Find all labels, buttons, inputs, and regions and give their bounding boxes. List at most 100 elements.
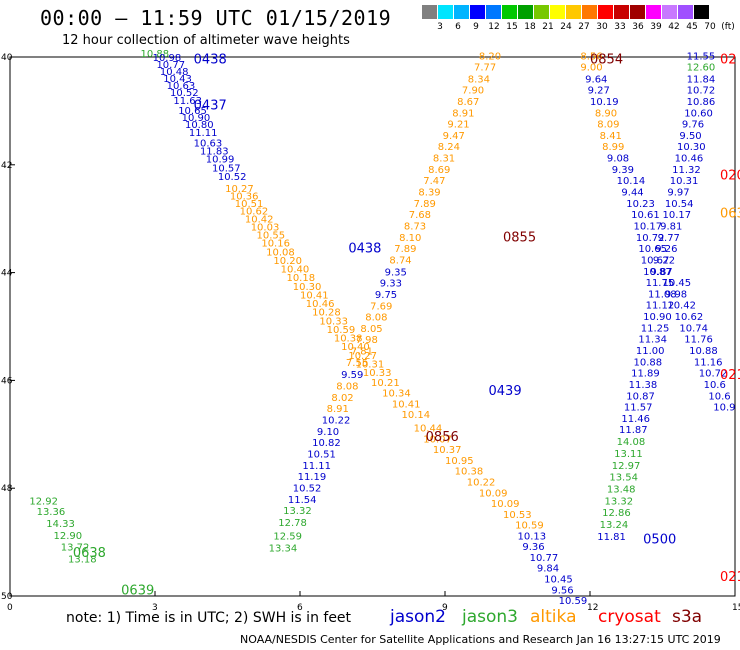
- colorbar-tick-label: 24: [560, 22, 572, 32]
- lon-tick-label: 3: [152, 603, 158, 613]
- wave-height-value: 11.87: [619, 425, 648, 436]
- wave-height-value: 7.55: [346, 358, 368, 369]
- colorbar-tick-label: 27: [578, 22, 590, 32]
- wave-height-value: 10.31: [670, 176, 699, 187]
- wave-height-value: 12.86: [602, 508, 631, 519]
- wave-height-value: 10.72: [699, 369, 728, 380]
- wave-height-value: 14.08: [617, 437, 646, 448]
- wave-height-value: 9.77: [658, 233, 680, 244]
- wave-height-value: 9.36: [522, 542, 544, 553]
- wave-height-value: 10.09: [479, 488, 508, 499]
- wave-height-value: 10.38: [455, 467, 484, 478]
- wave-height-value: 10.46: [306, 299, 335, 310]
- wave-height-value: 8.41: [600, 131, 622, 142]
- wave-height-value: 10.09: [491, 499, 520, 510]
- wave-height-value: 10.45: [663, 278, 692, 289]
- wave-height-value: 9.81: [660, 221, 682, 232]
- wave-height-value: 11.11: [189, 128, 218, 139]
- colorbar-swatch: [438, 5, 454, 19]
- colorbar-swatch: [454, 5, 470, 19]
- lon-tick-label: 9: [442, 603, 448, 613]
- lat-tick-label: 50: [1, 592, 13, 602]
- wave-height-value: 10.6: [704, 380, 726, 391]
- wave-height-value: 12.92: [29, 496, 58, 507]
- colorbar-swatch: [694, 5, 710, 19]
- pass-time-label: 0854: [590, 53, 623, 68]
- wave-height-value: 10.6: [708, 391, 730, 402]
- wave-height-value: 10.63: [194, 138, 223, 149]
- colorbar-tick-label: 45: [686, 22, 698, 32]
- wave-height-value: 8.73: [404, 221, 426, 232]
- wave-height-value: 10.14: [617, 176, 646, 187]
- pass-time-label: 0438: [194, 53, 227, 68]
- wave-height-value: 10.33: [319, 316, 348, 327]
- wave-height-value: 10.59: [515, 521, 544, 532]
- wave-height-value: 10.23: [626, 199, 655, 210]
- wave-height-value: 10.62: [240, 206, 269, 217]
- wave-height-value: 8.08: [365, 313, 387, 324]
- wave-height-value: 10.28: [312, 308, 341, 319]
- note-text: 1) Time is in UTC; 2) SWH is in feet: [102, 610, 352, 626]
- map-frame: [9, 56, 736, 597]
- wave-height-value: 10.77: [530, 553, 559, 564]
- wave-height-value: 10.65: [178, 106, 207, 117]
- wave-height-value: 10.59: [559, 596, 588, 607]
- wave-height-value: 10.22: [467, 478, 496, 489]
- wave-height-value: 7.90: [462, 86, 484, 97]
- wave-height-value: 11.81: [597, 532, 626, 543]
- wave-height-value: 10.21: [371, 378, 400, 389]
- wave-height-value: 10.45: [544, 575, 573, 586]
- wave-height-value: 11.57: [624, 403, 653, 414]
- wave-height-value: 9.76: [682, 120, 704, 131]
- wave-height-value: 8.69: [428, 165, 450, 176]
- wave-height-value: 10.33: [363, 368, 392, 379]
- wave-height-value: 9.98: [665, 289, 687, 300]
- wave-height-value: 10.55: [257, 231, 286, 242]
- legend-s3a: s3a: [672, 607, 703, 627]
- wave-height-value: 10.36: [230, 191, 259, 202]
- wave-height-value: 7.68: [409, 210, 431, 221]
- wave-height-value: 10.18: [286, 273, 315, 284]
- wave-height-value: 10.72: [636, 233, 665, 244]
- wave-height-value: 9.56: [551, 585, 573, 596]
- wave-height-value: 10.90: [182, 113, 211, 124]
- wave-height-value: 11.16: [694, 357, 723, 368]
- wave-height-value: 9.97: [667, 188, 689, 199]
- wave-height-value: 11.55: [687, 52, 716, 63]
- pass-time-label: 0439: [489, 384, 522, 399]
- wave-height-value: 11.75: [646, 278, 675, 289]
- wave-height-value: 10.51: [235, 199, 264, 210]
- wave-height-value: 10.72: [687, 86, 716, 97]
- wave-height-value: 9.10: [317, 427, 339, 438]
- wave-height-value: 13.36: [37, 507, 66, 518]
- wave-height-value: 10.42: [667, 301, 696, 312]
- wave-height-value: 8.08: [336, 382, 358, 393]
- wave-height-value: 10.88: [689, 346, 718, 357]
- wave-height-labels: 10.8810.9810.7710.4810.4310.6310.5211.63…: [29, 49, 735, 607]
- wave-height-value: 11.63: [173, 96, 202, 107]
- wave-height-value: 10.22: [322, 416, 351, 427]
- wave-height-value: 10.88: [141, 49, 170, 60]
- wave-height-value: 8.02: [331, 393, 353, 404]
- pass-time-label: 0638: [73, 546, 106, 561]
- wave-height-value: 9.47: [443, 131, 465, 142]
- pass-time-label: 0639: [121, 584, 154, 599]
- colorbar-swatch: [582, 5, 598, 19]
- lon-tick-label: 12: [587, 603, 598, 613]
- wave-height-value: 10.51: [307, 449, 336, 460]
- wave-height-value: 10.14: [402, 410, 431, 421]
- wave-height-value: 11.38: [629, 380, 658, 391]
- wave-height-value: 10.13: [518, 531, 547, 542]
- wave-height-value: 10.30: [293, 282, 322, 293]
- wave-height-value: 10.74: [679, 323, 708, 334]
- wave-height-value: 11.83: [200, 147, 229, 158]
- wave-height-value: 12.60: [687, 62, 716, 73]
- wave-height-value: 9.84: [537, 564, 559, 575]
- colorbar-tick-label: 33: [614, 22, 626, 32]
- wave-height-value: 9.87: [650, 267, 672, 278]
- wave-height-value: 13.34: [269, 543, 298, 554]
- pass-time-label: 0210: [720, 368, 740, 383]
- wave-height-value: 13.18: [68, 555, 97, 566]
- wave-height-value: 8.91: [452, 108, 474, 119]
- map-title: 00:00 – 11:59 UTC 01/15/2019: [40, 6, 392, 30]
